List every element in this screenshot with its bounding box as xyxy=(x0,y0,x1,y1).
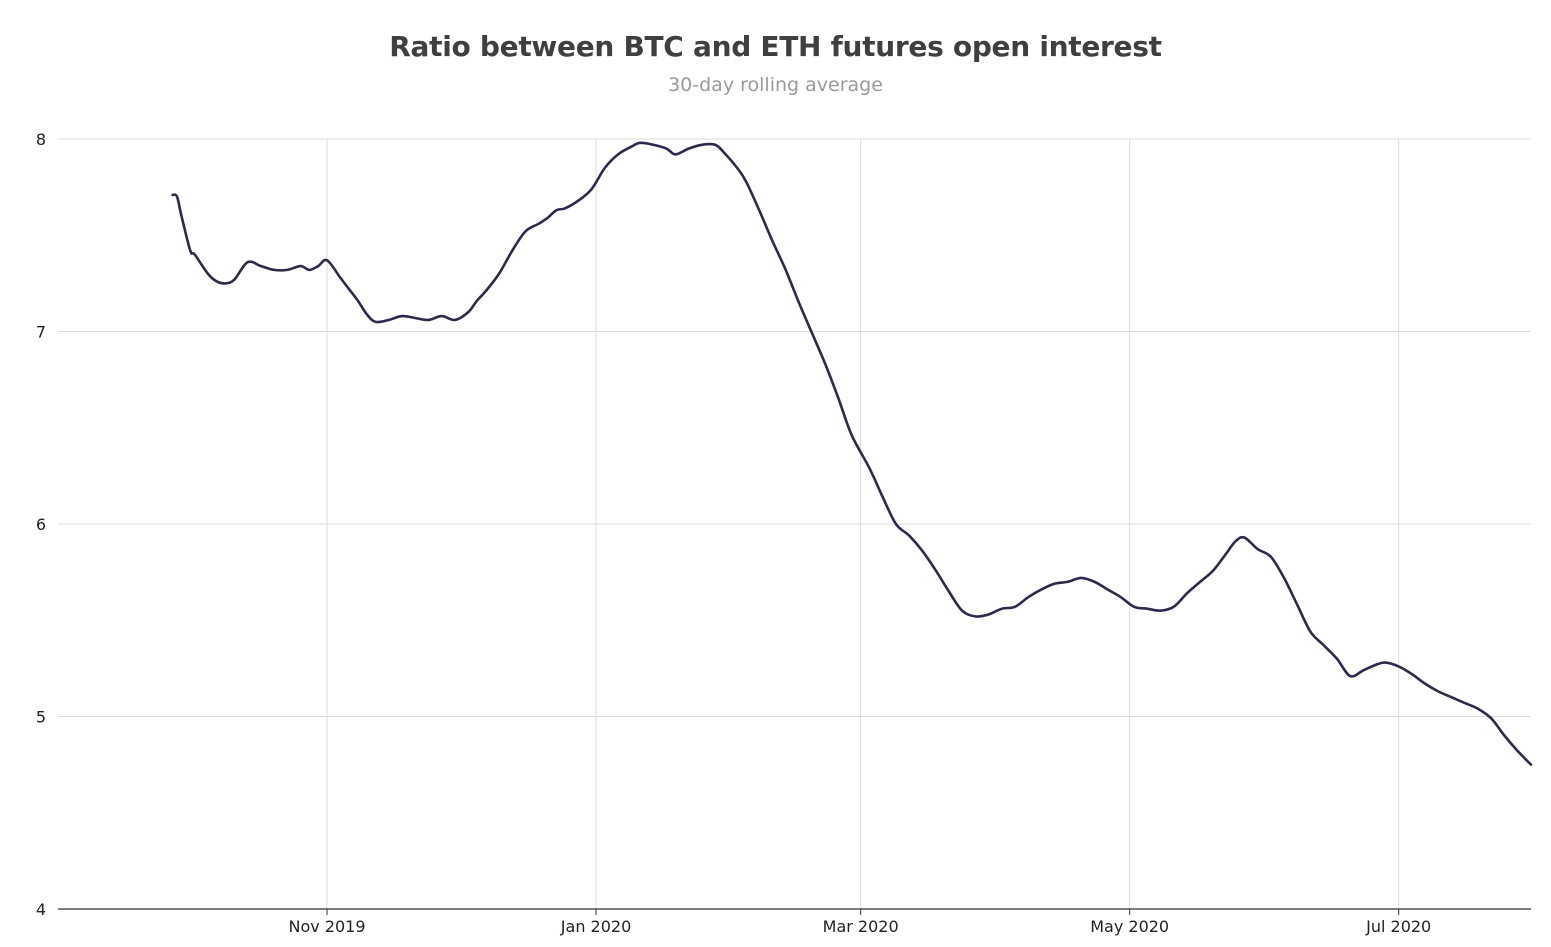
chart-subtitle: 30-day rolling average xyxy=(668,74,883,96)
axes xyxy=(58,908,1531,915)
x-tick-label: May 2020 xyxy=(1090,917,1169,936)
y-tick-label: 8 xyxy=(36,130,46,149)
y-tick-label: 7 xyxy=(36,323,46,342)
grid xyxy=(58,138,1531,909)
chart-title: Ratio between BTC and ETH futures open i… xyxy=(389,30,1162,63)
x-tick-label: Jul 2020 xyxy=(1365,917,1431,936)
series-line xyxy=(171,141,1533,766)
series xyxy=(171,141,1533,766)
y-tick-label: 4 xyxy=(36,900,46,919)
x-tick-label: Nov 2019 xyxy=(289,917,366,936)
x-tick-label: Jan 2020 xyxy=(560,917,631,936)
y-tick-label: 5 xyxy=(36,708,46,727)
y-tick-label: 6 xyxy=(36,515,46,534)
x-tick-label: Mar 2020 xyxy=(823,917,899,936)
tick-labels: 4 5 6 7 8 Nov 2019 Jan 2020 Mar 2020 May 2020 Jul… xyxy=(36,130,1431,936)
